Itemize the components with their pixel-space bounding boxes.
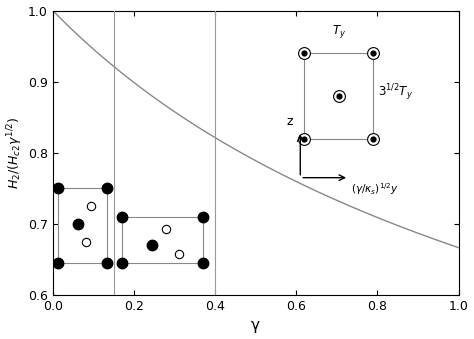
- Text: $3^{1/2}T_y$: $3^{1/2}T_y$: [378, 82, 413, 103]
- Text: $(\gamma/\kappa_s)^{1/2}y$: $(\gamma/\kappa_s)^{1/2}y$: [351, 181, 399, 197]
- X-axis label: γ: γ: [251, 318, 260, 334]
- Bar: [122, 217, 203, 263]
- Y-axis label: $H_2/(H_{c2}\gamma^{1/2})$: $H_2/(H_{c2}\gamma^{1/2})$: [6, 117, 25, 189]
- Text: $T_y$: $T_y$: [332, 23, 346, 40]
- Bar: [304, 53, 374, 139]
- Bar: [58, 188, 107, 263]
- Text: z: z: [286, 115, 293, 128]
